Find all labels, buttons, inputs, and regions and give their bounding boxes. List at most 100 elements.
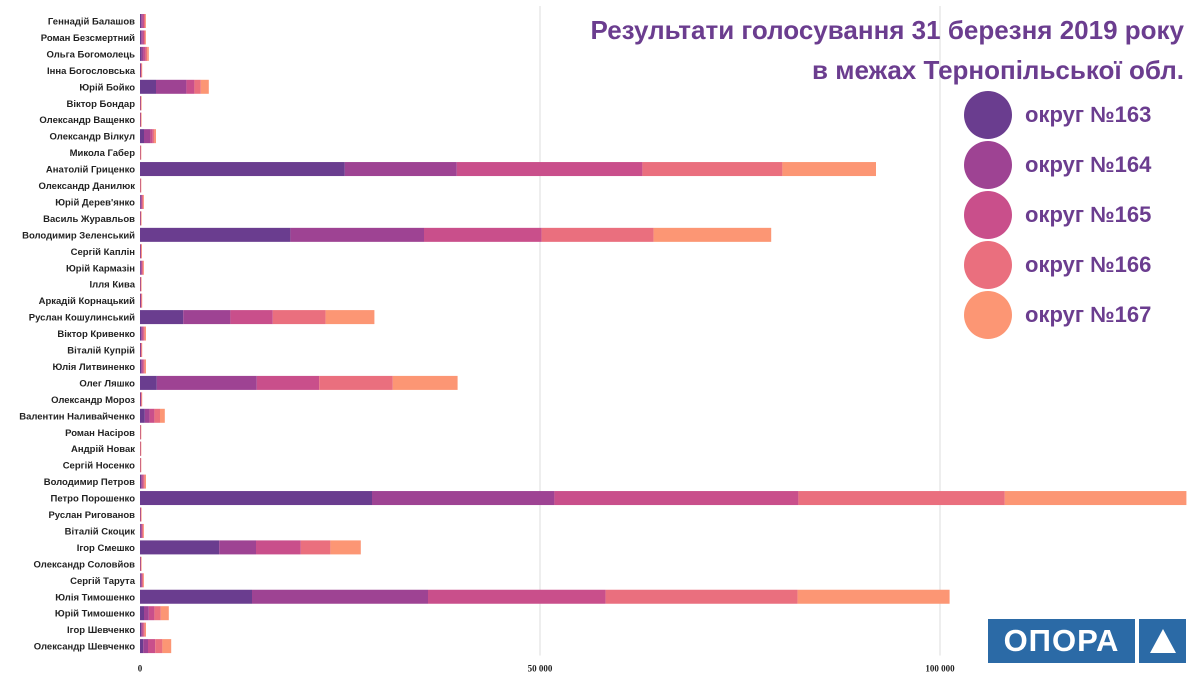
bar-segment <box>252 589 428 604</box>
bar-segment <box>141 392 143 407</box>
bar-segment <box>142 194 144 209</box>
legend-label-164: округ №164 <box>1025 152 1152 177</box>
bar-segment <box>653 227 772 242</box>
candidate-label: Володимир Петров <box>44 477 135 488</box>
legend-label-165: округ №165 <box>1025 202 1152 227</box>
legend-item-163: округ №163 <box>964 90 1194 140</box>
candidate-label: Віталій Скоцик <box>65 526 136 537</box>
bar-segment <box>156 375 257 390</box>
bar-segment <box>256 540 301 555</box>
bar-segment <box>140 556 142 571</box>
legend-swatch-166 <box>964 241 1012 289</box>
bar-segment <box>140 129 144 144</box>
legend-item-164: округ №164 <box>964 140 1194 190</box>
candidate-label: Володимир Зеленський <box>22 230 135 241</box>
bar-segment <box>230 310 273 325</box>
bar-segment <box>140 211 142 226</box>
bar-segment <box>183 310 231 325</box>
bar-segment <box>141 46 144 61</box>
bar-segment <box>143 46 146 61</box>
bar-segment <box>782 162 876 177</box>
bar-segment <box>140 145 142 160</box>
bar-segment <box>142 30 144 45</box>
bar-segment <box>256 375 320 390</box>
bars <box>140 14 1187 654</box>
bar-segment <box>140 573 141 588</box>
bar-segment <box>140 425 142 440</box>
candidate-label: Олександр Шевченко <box>34 642 135 653</box>
grid <box>539 6 941 656</box>
bar-segment <box>141 474 143 489</box>
bar-segment <box>145 46 148 61</box>
bar-segment <box>140 523 142 538</box>
bar-segment <box>141 293 143 308</box>
bar-segment <box>141 392 142 407</box>
bar-segment <box>141 260 143 275</box>
bar-segment <box>140 392 141 407</box>
bar-segment <box>141 343 143 357</box>
x-tick-label: 0 <box>138 664 143 674</box>
candidate-label: Олег Ляшко <box>79 378 135 389</box>
candidate-label: Ігор Смешко <box>77 543 135 554</box>
bar-segment <box>143 474 145 489</box>
bar-segment <box>144 326 146 341</box>
candidate-label: Юрій Дерев'янко <box>55 197 135 208</box>
bar-segment <box>605 589 798 604</box>
legend-swatch-164 <box>964 141 1012 189</box>
bar-segment <box>140 441 142 456</box>
bar-segment <box>150 129 153 144</box>
candidate-labels: Геннадій Балашов Роман Безсмертний Ольга Б… <box>19 17 135 653</box>
candidate-label: Василь Журавльов <box>43 214 135 225</box>
bar-segment <box>143 260 144 275</box>
bar-segment <box>144 30 146 45</box>
candidate-label: Валентин Наливайченко <box>19 411 135 422</box>
legend-item-166: округ №166 <box>964 240 1194 290</box>
bar-segment <box>144 474 146 489</box>
bar-segment <box>140 359 142 374</box>
bar-segment <box>642 162 783 177</box>
legend: округ №163 округ №164 округ №165 округ №… <box>964 90 1194 340</box>
logo-text: ОПОРА <box>988 619 1135 663</box>
bar-segment <box>141 573 143 588</box>
bar-segment <box>428 589 606 604</box>
candidate-label: Аркадій Корнацький <box>39 296 136 307</box>
bar-segment <box>140 589 252 604</box>
bar-segment <box>148 639 156 654</box>
bar-segment <box>456 162 643 177</box>
bar-segment <box>156 79 187 94</box>
candidate-label: Анатолій Гриценко <box>46 165 135 176</box>
bar-segment <box>140 375 157 390</box>
candidate-label: Юлія Тимошенко <box>55 592 135 603</box>
bar-segment <box>194 79 201 94</box>
bar-segment <box>140 194 141 209</box>
bar-segment <box>142 326 144 341</box>
bar-segment <box>155 639 163 654</box>
bar-segment <box>186 79 195 94</box>
bar-segment <box>1004 491 1187 506</box>
candidate-label: Олександр Данилюк <box>38 181 135 192</box>
candidate-label: Петро Порошенко <box>51 494 136 505</box>
bar-segment <box>141 63 142 78</box>
bar-segment <box>140 244 141 259</box>
candidate-label: Геннадій Балашов <box>48 17 135 28</box>
bar-segment <box>140 540 220 555</box>
candidate-label: Ігор Шевченко <box>67 625 135 636</box>
bar-segment <box>140 507 142 522</box>
bar-segment <box>140 523 141 538</box>
candidate-label: Роман Безсмертний <box>41 33 135 44</box>
bar-segment <box>145 30 146 45</box>
bar-segment <box>147 46 149 61</box>
bar-segment <box>140 63 142 78</box>
bar-segment <box>142 523 144 538</box>
bar-segment <box>140 458 142 473</box>
title-line-2: в межах Тернопільської обл. <box>812 55 1184 85</box>
bar-segment <box>144 622 146 637</box>
bar-segment <box>143 523 144 538</box>
candidate-label: Сергій Тарута <box>70 576 136 587</box>
bar-segment <box>290 227 424 242</box>
bar-segment <box>144 606 149 621</box>
bar-segment <box>152 129 155 144</box>
candidate-label: Олександр Соловйов <box>34 559 136 570</box>
bar-segment <box>140 162 345 177</box>
bar-segment <box>154 606 161 621</box>
